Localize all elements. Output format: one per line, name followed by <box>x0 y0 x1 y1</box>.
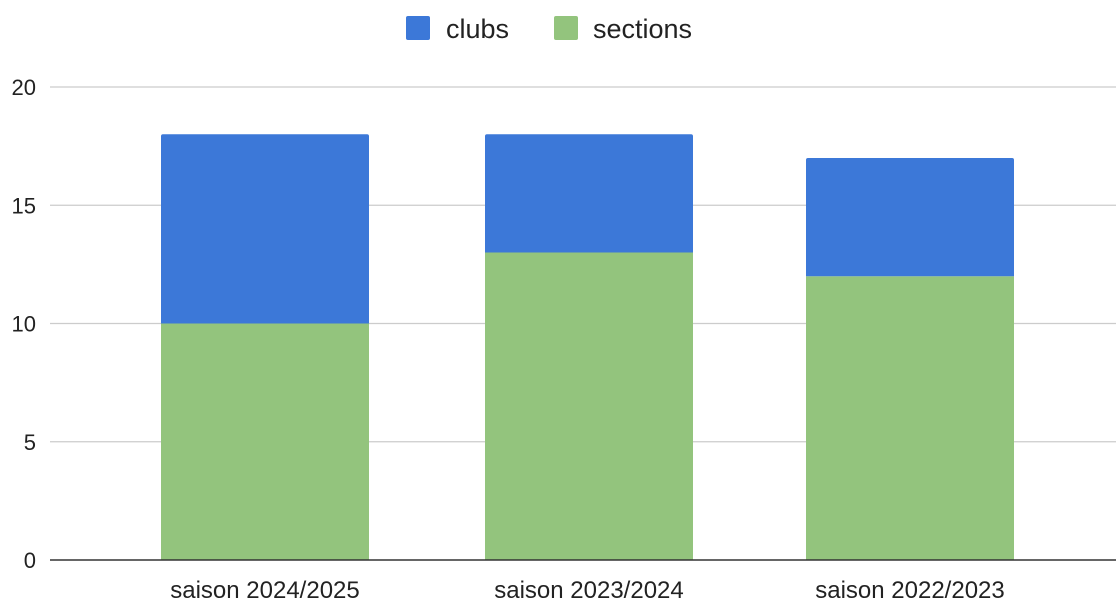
x-tick-label: saison 2024/2025 <box>170 577 360 601</box>
bar-clubs <box>485 134 693 253</box>
x-tick-label: saison 2022/2023 <box>815 577 1005 601</box>
bar-clubs <box>806 157 1014 277</box>
y-tick-label: 10 <box>12 312 36 337</box>
legend: clubs sections <box>406 14 692 44</box>
legend-swatch-clubs <box>406 16 430 40</box>
legend-label-sections: sections <box>593 14 692 44</box>
bar-sections <box>485 252 693 561</box>
y-tick-label: 20 <box>12 75 36 100</box>
legend-label-clubs: clubs <box>446 14 509 44</box>
x-axis-ticks: saison 2024/2025 saison 2023/2024 saison 2… <box>170 577 1005 601</box>
y-tick-label: 5 <box>24 430 36 455</box>
bar-clubs <box>161 134 369 324</box>
legend-swatch-sections <box>554 16 578 40</box>
bar-sections <box>161 323 369 560</box>
x-tick-label: saison 2023/2024 <box>494 577 684 601</box>
bars <box>161 134 1014 561</box>
y-tick-label: 15 <box>12 193 36 218</box>
y-tick-label: 0 <box>24 548 36 573</box>
bar-sections <box>806 276 1014 560</box>
y-axis-ticks: 0 5 10 15 20 <box>12 75 36 573</box>
